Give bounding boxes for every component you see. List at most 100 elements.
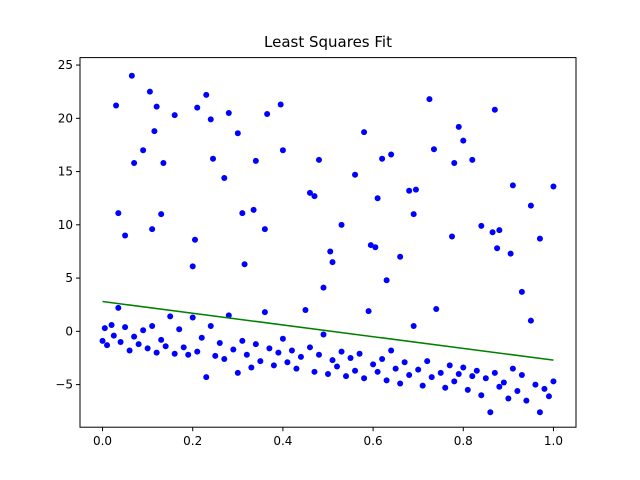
cluster-point [315,351,322,358]
cluster-point [99,337,106,344]
cluster-point [442,384,449,391]
cluster-point [110,332,117,339]
cluster-point [446,362,453,369]
outlier-point [329,259,336,266]
cluster-point [176,326,183,333]
cluster-point [527,317,534,324]
cluster-point [523,397,530,404]
cluster-point [356,350,363,357]
cluster-point [288,347,295,354]
outlier-point [397,253,404,260]
cluster-point [496,383,503,390]
cluster-point [370,361,377,368]
y-tick-label: 15 [58,165,73,179]
cluster-point [343,373,350,380]
cluster-point [473,367,480,374]
outlier-point [146,88,153,95]
cluster-point [115,304,122,311]
cluster-point [460,364,467,371]
cluster-point [261,309,268,316]
outlier-point [410,211,417,218]
cluster-point [518,372,525,379]
cluster-point [140,327,147,334]
outlier-point [131,160,138,167]
cluster-point [433,305,440,312]
outlier-point [361,129,368,136]
cluster-point [514,387,521,394]
outlier-point [311,193,318,200]
outlier-point [455,123,462,130]
outlier-point [451,160,458,167]
cluster-point [302,307,309,314]
outlier-point [412,186,419,193]
outlier-point [210,155,217,162]
x-tick-label: 0.6 [364,434,383,448]
outlier-point [252,157,259,164]
cluster-point [158,336,165,343]
outlier-point [352,171,359,178]
cluster-point [216,340,223,347]
y-tick-label: 20 [58,111,73,125]
cluster-point [464,386,471,393]
outlier-point [122,232,129,239]
x-tick-label: 0.4 [273,434,292,448]
outlier-point [509,182,516,189]
cluster-point [451,378,458,385]
cluster-point [365,308,372,315]
cluster-point [270,362,277,369]
cluster-point [171,350,178,357]
cluster-point [131,333,138,340]
outlier-point [460,137,467,144]
cluster-point [437,369,444,376]
cluster-point [257,358,264,365]
outlier-point [160,160,167,167]
plot-marks [99,72,557,416]
cluster-point [162,343,169,350]
cluster-point [266,345,273,352]
y-tick-label: 0 [65,324,73,338]
cluster-point [234,369,241,376]
cluster-point [329,357,336,364]
x-tick-label: 1.0 [544,434,563,448]
cluster-point [297,353,304,360]
cluster-point [104,342,111,349]
cluster-point [379,356,386,363]
cluster-point [455,370,462,377]
cluster-point [122,324,129,331]
outlier-point [261,226,268,233]
outlier-point [115,210,122,217]
cluster-point [311,368,318,375]
cluster-point [424,358,431,365]
cluster-point [153,349,160,356]
cluster-point [189,314,196,321]
outlier-point [189,263,196,270]
outlier-point [372,244,379,251]
outlier-point [203,91,210,98]
y-tick-label: 25 [58,58,73,72]
cluster-point [505,395,512,402]
outlier-point [171,112,178,119]
cluster-point [306,344,313,351]
cluster-point [149,323,156,330]
outlier-point [367,242,374,249]
cluster-point [392,365,399,372]
outlier-point [306,189,313,196]
cluster-point [478,392,485,399]
outlier-point [406,187,413,194]
cluster-point [491,369,498,376]
cluster-point [536,409,543,416]
cluster-point [144,345,151,352]
cluster-point [212,352,219,359]
outlier-point [315,156,322,163]
outlier-point [550,183,557,190]
least-squares-fit-line [102,300,554,361]
outlier-point [536,235,543,242]
outlier-point [153,103,160,110]
outlier-point [388,151,395,158]
outlier-point [491,106,498,113]
cluster-point [532,381,539,388]
cluster-point [406,372,413,379]
cluster-point [487,409,494,416]
